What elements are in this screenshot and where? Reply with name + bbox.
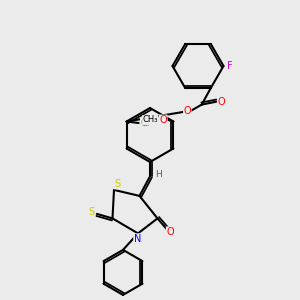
- Text: F: F: [227, 61, 233, 71]
- Text: O: O: [184, 106, 191, 116]
- Text: CH₃: CH₃: [142, 116, 158, 124]
- Text: S: S: [89, 207, 95, 218]
- Text: H: H: [155, 170, 162, 179]
- Text: S: S: [114, 179, 120, 189]
- Text: O: O: [166, 227, 174, 237]
- Text: O: O: [218, 97, 225, 106]
- Text: Cl: Cl: [140, 118, 150, 128]
- Text: O: O: [159, 115, 167, 125]
- Text: N: N: [134, 234, 141, 244]
